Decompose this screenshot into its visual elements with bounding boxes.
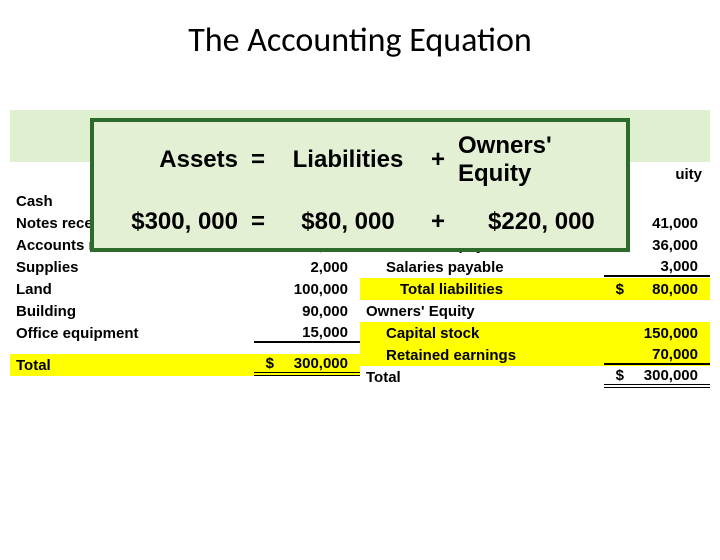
table-row: Capital stock150,000 — [360, 322, 710, 344]
table-row: Land100,000 — [10, 278, 360, 300]
table-row: Salaries payable3,000 — [360, 256, 710, 278]
equation-values-row: $300, 000 = $80, 000 + $220, 000 — [108, 208, 612, 236]
eq-plus: + — [418, 208, 458, 236]
table-row: Building90,000 — [10, 300, 360, 322]
total-label: Total — [10, 357, 254, 374]
eq-equity-value: $220, 000 — [458, 208, 612, 236]
equation-labels-row: Assets = Liabilities + Owners' Equity — [108, 132, 612, 188]
asset-label: Supplies — [10, 259, 254, 276]
asset-label: Building — [10, 303, 254, 320]
eq-liabilities-value: $80, 000 — [278, 208, 418, 236]
asset-label: Land — [10, 281, 254, 298]
assets-total-row: Total$300,000 — [10, 354, 360, 376]
eq-assets-value: $300, 000 — [108, 208, 238, 236]
eq-plus: + — [418, 146, 458, 174]
table-row: Supplies2,000 — [10, 256, 360, 278]
eq-equity-label: Owners' Equity — [458, 132, 612, 188]
eq-liabilities-label: Liabilities — [278, 146, 418, 174]
eq-equals: = — [238, 208, 278, 236]
asset-label: Office equipment — [10, 325, 254, 342]
eq-assets-label: Assets — [108, 146, 238, 174]
le-total-row: Total$300,000 — [360, 366, 710, 388]
slide-title: The Accounting Equation — [0, 20, 720, 61]
eq-equals: = — [238, 146, 278, 174]
table-row: Office equipment15,000 — [10, 322, 360, 344]
equation-box: Assets = Liabilities + Owners' Equity $3… — [90, 118, 630, 252]
table-row: Retained earnings70,000 — [360, 344, 710, 366]
liabilities-total-row: Total liabilities$80,000 — [360, 278, 710, 300]
equity-header: Owners' Equity — [360, 300, 710, 322]
